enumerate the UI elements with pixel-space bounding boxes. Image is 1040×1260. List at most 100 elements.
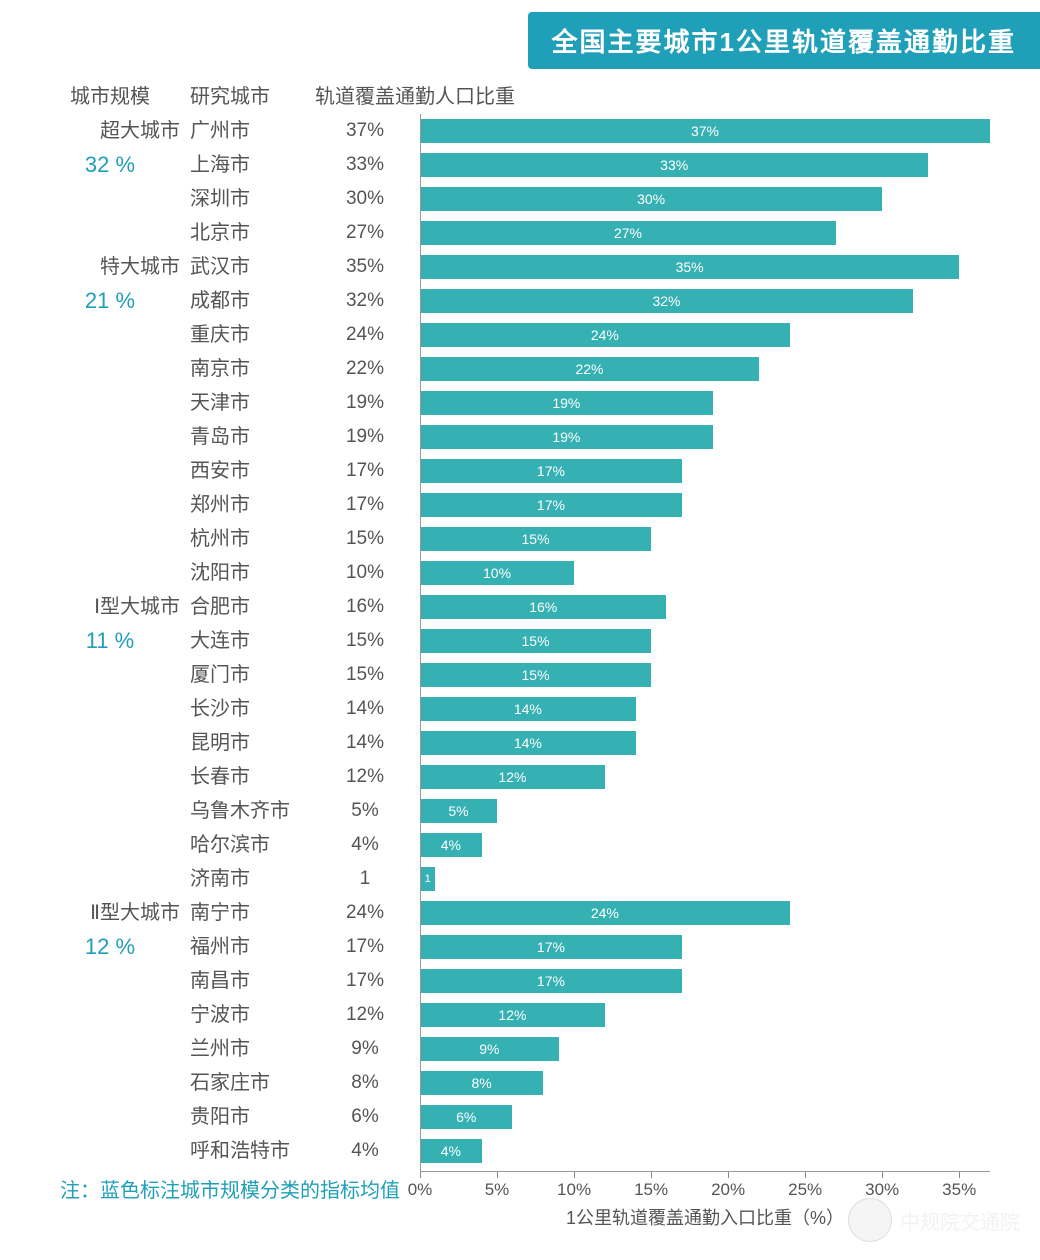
city-value: 35% [330, 250, 400, 284]
city-name: 天津市 [190, 386, 320, 420]
x-tick-label: 5% [477, 1180, 517, 1200]
city-name: 福州市 [190, 930, 320, 964]
city-name: 成都市 [190, 284, 320, 318]
city-name: 长沙市 [190, 692, 320, 726]
group-name: Ⅰ型大城市 [40, 590, 180, 624]
x-tick-mark [574, 1172, 575, 1178]
city-value: 19% [330, 420, 400, 454]
x-tick-mark [959, 1172, 960, 1178]
header-city: 研究城市 [190, 80, 310, 109]
x-tick: 35% [959, 114, 960, 1172]
city-name: 南昌市 [190, 964, 320, 998]
x-tick: 15% [651, 114, 652, 1172]
city-value: 12% [330, 760, 400, 794]
city-value: 30% [330, 182, 400, 216]
header-metric: 轨道覆盖通勤人口比重 [315, 80, 515, 109]
city-value: 8% [330, 1066, 400, 1100]
city-name: 上海市 [190, 148, 320, 182]
x-tick-label: 30% [862, 1180, 902, 1200]
city-name: 南京市 [190, 352, 320, 386]
footnote: 注：蓝色标注城市规模分类的指标均值 [60, 1174, 400, 1203]
city-value: 15% [330, 658, 400, 692]
group-avg-pct: 11 % [40, 624, 180, 658]
x-tick-mark [728, 1172, 729, 1178]
city-name: 昆明市 [190, 726, 320, 760]
title-banner: 全国主要城市1公里轨道覆盖通勤比重 [528, 12, 1040, 69]
city-value: 32% [330, 284, 400, 318]
city-value: 22% [330, 352, 400, 386]
column-headers: 城市规模 研究城市 轨道覆盖通勤人口比重 [40, 80, 1020, 114]
group-avg-pct: 21 % [40, 284, 180, 318]
city-value: 37% [330, 114, 400, 148]
group-name: 超大城市 [40, 114, 180, 148]
x-tick-label: 0% [400, 1180, 440, 1200]
city-name: 济南市 [190, 862, 320, 896]
city-value: 14% [330, 692, 400, 726]
city-name: 石家庄市 [190, 1066, 320, 1100]
x-tick-mark [882, 1172, 883, 1178]
x-tick-mark [420, 1172, 421, 1178]
city-name: 合肥市 [190, 590, 320, 624]
city-value: 9% [330, 1032, 400, 1066]
city-name: 南宁市 [190, 896, 320, 930]
city-name: 广州市 [190, 114, 320, 148]
x-tick: 5% [497, 114, 498, 1172]
city-value: 17% [330, 488, 400, 522]
city-value: 1 [330, 862, 400, 896]
watermark-icon [848, 1198, 892, 1242]
x-tick-mark [651, 1172, 652, 1178]
watermark: 中规院交通院 [848, 1198, 1020, 1242]
chart-area: 城市规模 研究城市 轨道覆盖通勤人口比重 超大城市广州市37%37%32 %上海… [40, 80, 1020, 1240]
x-tick-label: 15% [631, 1180, 671, 1200]
city-name: 长春市 [190, 760, 320, 794]
x-tick-label: 25% [785, 1180, 825, 1200]
x-tick-mark [497, 1172, 498, 1178]
city-value: 15% [330, 624, 400, 658]
group-name: 特大城市 [40, 250, 180, 284]
city-value: 17% [330, 454, 400, 488]
x-tick: 25% [805, 114, 806, 1172]
city-value: 4% [330, 1134, 400, 1168]
city-value: 17% [330, 930, 400, 964]
x-axis-line [420, 1171, 990, 1172]
city-name: 深圳市 [190, 182, 320, 216]
city-name: 重庆市 [190, 318, 320, 352]
header-scale: 城市规模 [40, 80, 180, 109]
city-value: 15% [330, 522, 400, 556]
city-name: 呼和浩特市 [190, 1134, 320, 1168]
x-tick: 20% [728, 114, 729, 1172]
city-value: 24% [330, 896, 400, 930]
city-name: 武汉市 [190, 250, 320, 284]
city-value: 14% [330, 726, 400, 760]
group-avg-pct: 32 % [40, 148, 180, 182]
city-value: 33% [330, 148, 400, 182]
city-value: 12% [330, 998, 400, 1032]
city-name: 大连市 [190, 624, 320, 658]
city-name: 北京市 [190, 216, 320, 250]
city-name: 兰州市 [190, 1032, 320, 1066]
city-name: 宁波市 [190, 998, 320, 1032]
city-value: 4% [330, 828, 400, 862]
city-name: 郑州市 [190, 488, 320, 522]
x-axis: 0%5%10%15%20%25%30%35% [420, 114, 990, 1172]
x-tick-label: 10% [554, 1180, 594, 1200]
city-value: 16% [330, 590, 400, 624]
city-name: 沈阳市 [190, 556, 320, 590]
city-value: 24% [330, 318, 400, 352]
city-value: 5% [330, 794, 400, 828]
city-value: 6% [330, 1100, 400, 1134]
x-tick: 10% [574, 114, 575, 1172]
city-name: 青岛市 [190, 420, 320, 454]
x-tick: 30% [882, 114, 883, 1172]
group-avg-pct: 12 % [40, 930, 180, 964]
city-name: 哈尔滨市 [190, 828, 320, 862]
city-value: 10% [330, 556, 400, 590]
x-tick-label: 20% [708, 1180, 748, 1200]
city-name: 乌鲁木齐市 [190, 794, 320, 828]
city-name: 贵阳市 [190, 1100, 320, 1134]
watermark-text: 中规院交通院 [900, 1206, 1020, 1235]
x-tick-mark [805, 1172, 806, 1178]
city-value: 17% [330, 964, 400, 998]
city-value: 27% [330, 216, 400, 250]
x-tick-label: 35% [939, 1180, 979, 1200]
